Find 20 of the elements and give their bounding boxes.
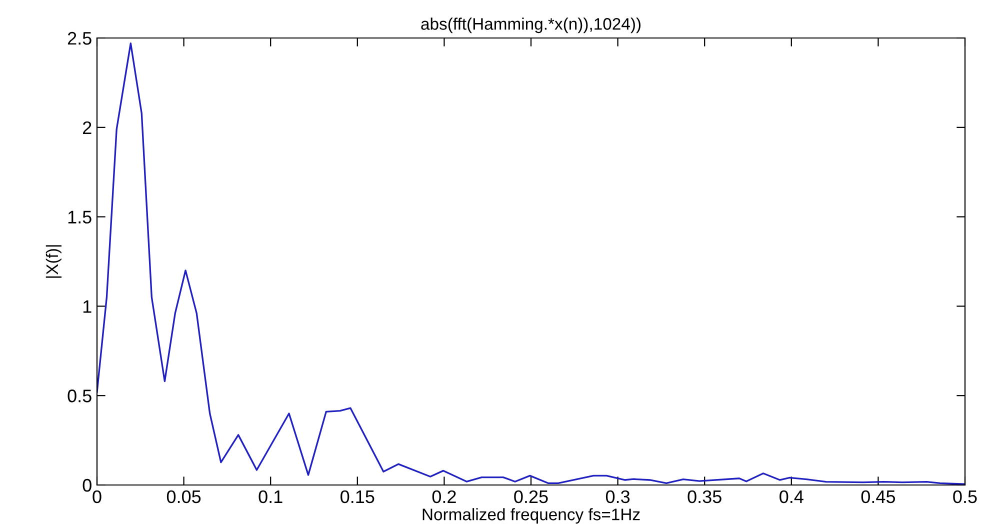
chart-title: abs(fft(Hamming.*x(n)),1024)) bbox=[421, 18, 641, 34]
y-axis-title: |X(f)| bbox=[46, 245, 62, 278]
x-tick-label: 0.2 bbox=[432, 490, 456, 504]
x-tick-label: 0.35 bbox=[688, 490, 722, 504]
y-tick-label: 0.5 bbox=[68, 390, 92, 402]
x-tick-label: 0.45 bbox=[861, 490, 896, 504]
x-tick-label: 0.3 bbox=[606, 490, 630, 504]
x-tick-label: 0.1 bbox=[258, 490, 282, 504]
x-tick-label: 0.4 bbox=[780, 490, 804, 504]
y-tick-label: 2.5 bbox=[68, 32, 92, 45]
y-tick-label: 1.5 bbox=[68, 210, 92, 224]
x-tick-label: 0.5 bbox=[953, 490, 977, 504]
y-tick-label: 2 bbox=[83, 121, 92, 134]
x-axis-title: Normalized frequency fs=1Hz bbox=[422, 508, 640, 524]
x-tick-label: 0 bbox=[92, 490, 102, 504]
y-tick-label: 0 bbox=[82, 478, 92, 492]
x-tick-label: 0.05 bbox=[166, 490, 201, 504]
y-tick-label: 1 bbox=[83, 300, 92, 313]
x-tick-label: 0.15 bbox=[340, 490, 374, 504]
x-tick-label: 0.25 bbox=[514, 490, 548, 504]
